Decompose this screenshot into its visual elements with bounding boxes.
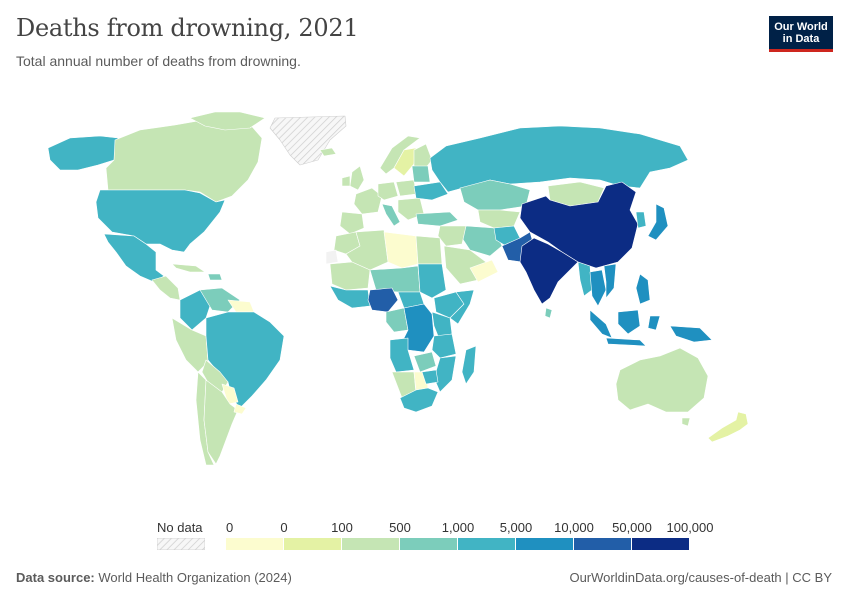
region-paraguay[interactable] <box>221 383 239 405</box>
data-source-label: Data source: <box>16 570 95 585</box>
region-iberia[interactable] <box>339 211 365 235</box>
region-poland[interactable] <box>395 179 417 197</box>
region-australia[interactable] <box>615 347 709 413</box>
region-cameroon-gabon[interactable] <box>385 307 409 333</box>
region-hispaniola[interactable] <box>207 273 223 281</box>
legend-tick-label-5: 5,000 <box>499 520 533 535</box>
region-yemen-oman[interactable] <box>469 259 499 283</box>
region-philippines[interactable] <box>635 273 651 305</box>
region-tasmania[interactable] <box>681 417 691 427</box>
region-madagascar[interactable] <box>461 345 477 385</box>
legend-no-data-label: No data <box>157 520 203 535</box>
region-india[interactable] <box>519 237 579 305</box>
owid-logo[interactable]: Our World in Data <box>769 16 833 52</box>
map-legend: No data 0 0 100 500 1,000 5,000 10,000 50,000 10… <box>0 512 850 556</box>
legend-swatch-6 <box>574 538 632 550</box>
region-arctic-islands[interactable] <box>189 111 266 131</box>
region-tanzania[interactable] <box>431 333 457 359</box>
region-mauritania-mali[interactable] <box>329 261 371 291</box>
region-sudan[interactable] <box>417 263 447 299</box>
legend-swatch-1 <box>284 538 342 550</box>
legend-tick-label-7: 50,000 <box>612 520 652 535</box>
region-canada[interactable] <box>105 117 263 203</box>
region-finland[interactable] <box>413 143 433 171</box>
region-germany[interactable] <box>377 181 399 201</box>
region-uruguay[interactable] <box>233 403 247 415</box>
region-papua[interactable] <box>669 325 713 343</box>
chart-subtitle: Total annual number of deaths from drown… <box>16 53 301 69</box>
region-egypt[interactable] <box>415 235 443 265</box>
region-uk[interactable] <box>349 165 365 191</box>
data-source: Data source: World Health Organization (… <box>16 570 292 585</box>
region-alaska[interactable] <box>47 135 119 171</box>
region-korea[interactable] <box>635 211 647 229</box>
legend-swatch-5 <box>516 538 574 550</box>
region-dr-congo[interactable] <box>403 303 435 353</box>
region-ukraine[interactable] <box>413 181 449 201</box>
region-new-zealand[interactable] <box>707 411 749 443</box>
legend-tick-label-1: 0 <box>280 520 288 535</box>
legend-tick-label-3: 500 <box>389 520 411 535</box>
region-west-africa[interactable] <box>329 285 371 309</box>
region-central-america[interactable] <box>151 275 181 301</box>
legend-swatch-3 <box>400 538 458 550</box>
region-argentina[interactable] <box>203 379 239 465</box>
region-brazil[interactable] <box>205 311 285 409</box>
region-iraq-syria[interactable] <box>437 225 467 247</box>
region-united-states[interactable] <box>95 189 226 253</box>
region-sumatra[interactable] <box>589 309 613 339</box>
logo-line-1: Our World <box>774 20 828 33</box>
world-map[interactable] <box>0 100 850 500</box>
region-niger-chad[interactable] <box>369 265 421 293</box>
region-italy[interactable] <box>381 203 401 227</box>
region-zambia[interactable] <box>413 351 437 373</box>
region-norway[interactable] <box>379 135 421 175</box>
region-nigeria[interactable] <box>367 287 399 313</box>
region-france[interactable] <box>353 187 383 215</box>
legend-swatch-7 <box>632 538 690 550</box>
region-sulawesi[interactable] <box>647 315 661 331</box>
region-central-asia[interactable] <box>477 209 521 229</box>
legend-tick-label-4: 1,000 <box>441 520 475 535</box>
region-sri-lanka[interactable] <box>544 307 553 319</box>
legend-swatch-2 <box>342 538 400 550</box>
region-west-sahara[interactable] <box>325 249 339 265</box>
legend-tick-label-2: 100 <box>331 520 353 535</box>
region-peru[interactable] <box>171 317 209 373</box>
data-source-text: World Health Organization (2024) <box>98 570 292 585</box>
legend-swatch-0 <box>226 538 284 550</box>
region-russia[interactable] <box>429 125 689 193</box>
region-iceland[interactable] <box>319 147 337 157</box>
region-libya[interactable] <box>383 231 419 269</box>
region-mozambique[interactable] <box>433 355 457 393</box>
region-myanmar[interactable] <box>577 261 593 297</box>
region-japan[interactable] <box>647 203 669 241</box>
region-vietnam[interactable] <box>603 263 617 299</box>
region-somalia[interactable] <box>449 289 475 325</box>
region-south-africa[interactable] <box>399 387 439 413</box>
region-turkey[interactable] <box>415 211 459 227</box>
legend-tick-label-max: 100,000 <box>666 520 714 535</box>
region-thailand[interactable] <box>589 269 607 307</box>
legend-no-data-swatch <box>157 538 205 550</box>
region-borneo[interactable] <box>617 309 641 335</box>
chart-title: Deaths from drowning, 2021 <box>16 14 359 42</box>
region-belarus-baltics[interactable] <box>411 165 431 183</box>
legend-swatch-4 <box>458 538 516 550</box>
region-guianas[interactable] <box>227 299 255 313</box>
region-angola[interactable] <box>389 337 415 373</box>
region-java[interactable] <box>605 337 647 347</box>
legend-tick-label-0: 0 <box>226 520 234 535</box>
source-url-link[interactable]: OurWorldinData.org/causes-of-death | CC … <box>569 570 832 585</box>
region-cuba[interactable] <box>171 263 206 273</box>
logo-line-2: in Data <box>782 32 820 45</box>
region-zimbabwe[interactable] <box>421 369 439 385</box>
legend-tick-label-6: 10,000 <box>554 520 594 535</box>
region-greenland[interactable] <box>269 115 347 166</box>
region-ireland[interactable] <box>341 175 351 187</box>
